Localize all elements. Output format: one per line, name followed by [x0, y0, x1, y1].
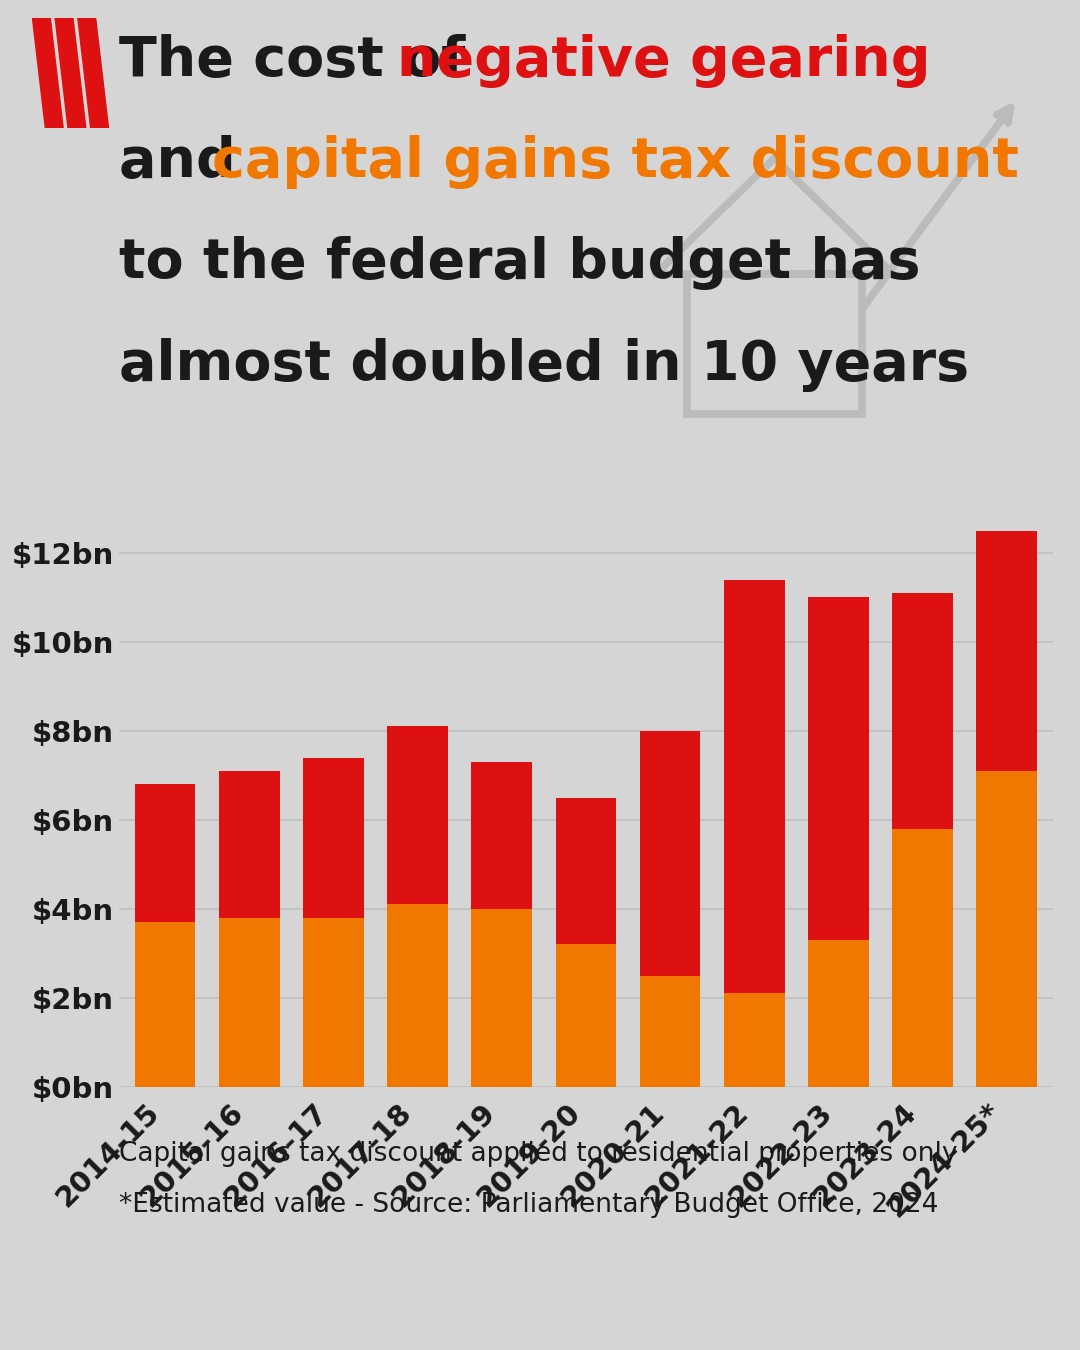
Text: *Estimated value - Source: Parliamentary Budget Office, 2024: *Estimated value - Source: Parliamentary… — [119, 1192, 939, 1218]
Bar — [135, 784, 195, 922]
Polygon shape — [55, 18, 86, 128]
Bar — [219, 771, 280, 918]
Bar — [135, 922, 195, 1087]
Bar — [303, 918, 364, 1087]
Bar — [388, 726, 448, 905]
Bar — [219, 918, 280, 1087]
Bar — [303, 757, 364, 918]
Bar — [976, 771, 1037, 1087]
Polygon shape — [32, 18, 63, 128]
Bar — [472, 909, 532, 1087]
Text: negative gearing: negative gearing — [397, 34, 931, 88]
Bar — [892, 829, 953, 1087]
Bar — [892, 593, 953, 829]
Bar — [388, 904, 448, 1087]
Bar — [555, 798, 617, 945]
Bar — [808, 597, 868, 940]
Bar — [555, 945, 617, 1087]
Bar — [639, 976, 700, 1087]
Bar — [687, 274, 862, 414]
Bar — [976, 531, 1037, 771]
Text: to the federal budget has: to the federal budget has — [119, 236, 920, 290]
Text: and: and — [119, 135, 255, 189]
Text: The cost of: The cost of — [119, 34, 485, 88]
Bar — [472, 761, 532, 909]
Bar — [724, 994, 784, 1087]
Polygon shape — [78, 18, 108, 128]
Text: capital gains tax discount: capital gains tax discount — [212, 135, 1018, 189]
Bar — [808, 940, 868, 1087]
Text: Capital gains tax discount applied to residential properties only: Capital gains tax discount applied to re… — [119, 1141, 957, 1166]
Bar — [724, 579, 784, 994]
Text: almost doubled in 10 years: almost doubled in 10 years — [119, 338, 969, 392]
Bar — [639, 730, 700, 976]
